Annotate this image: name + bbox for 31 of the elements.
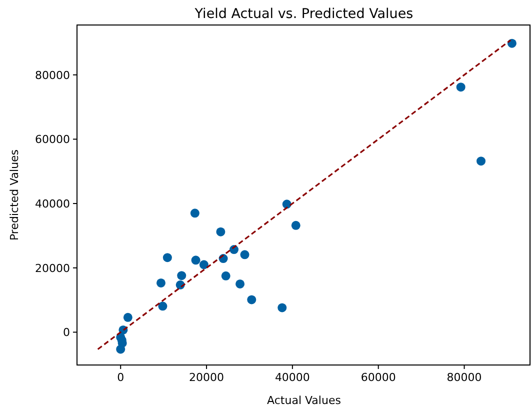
point — [221, 271, 230, 280]
point — [247, 295, 256, 304]
point — [199, 260, 208, 270]
x-tick-label: 0 — [117, 371, 124, 384]
point — [156, 278, 166, 288]
point — [177, 271, 186, 280]
point — [476, 156, 486, 166]
x-tick-label: 60000 — [360, 371, 396, 384]
point — [216, 227, 226, 236]
point — [291, 220, 300, 230]
point — [123, 312, 132, 322]
point — [162, 253, 172, 262]
point — [116, 344, 126, 354]
point — [240, 250, 250, 260]
point — [191, 256, 200, 265]
y-tick-label: 60000 — [35, 133, 70, 146]
x-tick-label: 40000 — [274, 371, 310, 384]
point — [236, 279, 245, 288]
y-tick-label: 20000 — [35, 262, 70, 275]
y-tick-label: 0 — [63, 326, 70, 340]
y-tick-label: 80000 — [35, 68, 70, 82]
x-tick-label: 80000 — [446, 371, 482, 384]
point — [278, 303, 287, 312]
point — [190, 208, 200, 218]
x-tick-label: 20000 — [189, 371, 224, 384]
point — [158, 302, 168, 311]
x-axis-title: Actual Values — [267, 394, 342, 407]
chart-title: Yield Actual vs. Predicted Values — [194, 6, 414, 22]
y-tick-label: 40000 — [35, 198, 70, 211]
y-axis-title: Predicted Values — [8, 149, 21, 241]
point — [456, 82, 466, 92]
